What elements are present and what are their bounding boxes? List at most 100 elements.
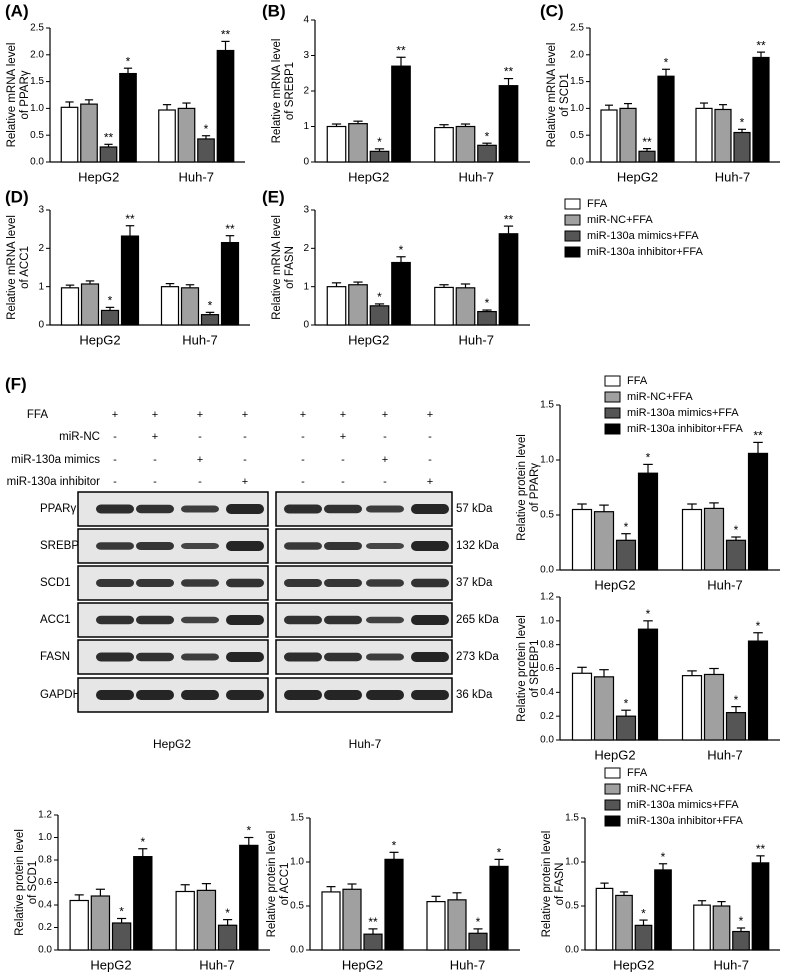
- condition-sign: +: [340, 409, 346, 421]
- legend-swatch: [564, 246, 581, 258]
- significance: *: [140, 835, 145, 849]
- significance: *: [485, 129, 490, 143]
- blot-band: [96, 504, 134, 514]
- significance: *: [661, 850, 666, 864]
- bar: [348, 123, 368, 163]
- protein-label: FASN: [40, 651, 70, 663]
- legend-label: miR-NC+FFA: [627, 783, 693, 795]
- bar: [177, 107, 196, 163]
- y-axis-label: of SREBP1: [529, 639, 541, 697]
- blot-band: [366, 616, 404, 624]
- bar: [637, 628, 659, 741]
- bar: [158, 109, 176, 163]
- panel-label: (B): [262, 1, 286, 20]
- bar: [197, 138, 215, 163]
- bar: [447, 899, 467, 951]
- condition-sign: -: [243, 454, 247, 466]
- x-tick-label: Huh-7: [707, 577, 742, 592]
- blot-band: [226, 615, 264, 625]
- significance: *: [204, 122, 209, 136]
- bar: [160, 286, 180, 326]
- blot-band: [411, 541, 449, 551]
- legend-label: miR-130a inhibitor+FFA: [627, 815, 744, 827]
- y-tick-label: 0: [303, 157, 309, 168]
- blot-band: [96, 615, 134, 625]
- significance: *: [497, 846, 502, 860]
- condition-sign: +: [382, 409, 388, 421]
- bar: [703, 507, 725, 571]
- bar: [111, 922, 132, 951]
- blot-band: [226, 541, 264, 551]
- bar: [80, 283, 100, 326]
- x-tick-label: HepG2: [348, 169, 389, 184]
- bar: [80, 103, 98, 163]
- condition-sign: +: [427, 409, 433, 421]
- x-tick-label: Huh-7: [199, 957, 234, 972]
- significance: *: [392, 838, 397, 852]
- significance: **: [642, 135, 652, 149]
- blot-band: [411, 690, 449, 700]
- y-tick-label: 1.5: [540, 400, 554, 411]
- legend-label: FFA: [587, 198, 608, 210]
- protein-label: ACC1: [40, 614, 71, 626]
- legend-swatch: [604, 375, 621, 387]
- bar: [426, 900, 446, 951]
- x-tick-label: HepG2: [79, 332, 120, 347]
- y-tick-label: 0.4: [38, 900, 52, 911]
- y-tick-label: 0.6: [540, 663, 554, 674]
- x-tick-label: Huh-7: [714, 957, 749, 972]
- y-tick-label: 1.0: [540, 615, 554, 626]
- cell-line-label: Huh-7: [349, 737, 382, 751]
- blot-band: [136, 652, 174, 662]
- significance: *: [740, 115, 745, 129]
- significance: *: [119, 905, 124, 919]
- blot-band: [226, 578, 264, 588]
- bar: [747, 640, 769, 741]
- significance: *: [246, 824, 251, 838]
- legend-label: miR-130a mimics+FFA: [627, 407, 739, 419]
- significance: *: [646, 451, 651, 465]
- bar: [634, 924, 653, 951]
- y-tick-label: 0.5: [570, 130, 584, 141]
- condition-sign: +: [300, 409, 306, 421]
- y-tick-label: 0.5: [290, 901, 304, 912]
- condition-sign: -: [301, 454, 305, 466]
- y-tick-label: 3: [38, 205, 44, 216]
- condition-sign: +: [242, 409, 248, 421]
- blot-band: [226, 690, 264, 700]
- protein-size: 57 kDa: [456, 503, 493, 515]
- y-tick-label: 2.0: [30, 49, 44, 60]
- protein-size: 273 kDa: [456, 651, 499, 663]
- legend-label: miR-NC+FFA: [587, 214, 653, 226]
- x-tick-label: HepG2: [78, 169, 119, 184]
- blot-band: [284, 542, 322, 550]
- bar: [615, 894, 633, 951]
- y-axis-label: Relative protein level: [516, 615, 528, 722]
- bar: [595, 887, 614, 951]
- bar: [200, 314, 220, 326]
- condition-sign: -: [383, 476, 387, 488]
- panel-label: (F): [5, 374, 27, 393]
- blot-band: [366, 653, 404, 661]
- bar: [593, 511, 615, 571]
- blot-band: [284, 579, 322, 587]
- significance: *: [399, 243, 404, 257]
- significance: *: [108, 294, 113, 308]
- condition-sign: -: [243, 431, 247, 443]
- y-tick-label: 4: [303, 15, 309, 26]
- blot-band: [226, 504, 264, 514]
- condition-sign: +: [382, 454, 388, 466]
- condition-sign: -: [153, 454, 157, 466]
- y-tick-label: 0.5: [30, 130, 44, 141]
- y-tick-label: 1.5: [565, 813, 579, 824]
- blot-band: [284, 615, 322, 625]
- x-tick-label: Huh-7: [179, 169, 214, 184]
- significance: *: [624, 696, 629, 710]
- bar: [681, 508, 703, 571]
- y-tick-label: 1.0: [38, 832, 52, 843]
- condition-sign: +: [152, 431, 158, 443]
- blot-band: [96, 542, 134, 550]
- y-tick-label: 1.0: [290, 857, 304, 868]
- bar: [693, 904, 711, 951]
